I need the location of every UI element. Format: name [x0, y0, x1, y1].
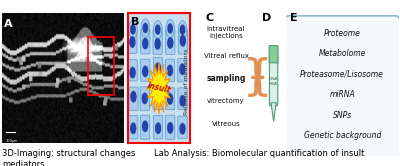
Circle shape: [156, 63, 160, 73]
Circle shape: [143, 66, 148, 77]
Circle shape: [155, 91, 160, 102]
FancyBboxPatch shape: [178, 30, 188, 54]
Circle shape: [131, 123, 136, 133]
Text: E: E: [290, 13, 298, 23]
Polygon shape: [271, 103, 276, 121]
Text: DNA
RNA: DNA RNA: [269, 77, 278, 86]
FancyBboxPatch shape: [153, 57, 163, 83]
Circle shape: [180, 96, 185, 106]
Text: 100µm: 100µm: [6, 139, 18, 143]
Circle shape: [180, 36, 185, 46]
Text: C: C: [206, 13, 214, 23]
Circle shape: [130, 37, 135, 47]
Text: sampling: sampling: [206, 74, 246, 83]
FancyBboxPatch shape: [165, 88, 175, 110]
FancyBboxPatch shape: [269, 46, 278, 63]
Text: vitrectomy: vitrectomy: [207, 98, 245, 104]
Circle shape: [143, 23, 148, 33]
Text: Lab Analysis: Biomolecular quantification of insult: Lab Analysis: Biomolecular quantificatio…: [154, 149, 364, 158]
FancyBboxPatch shape: [153, 29, 162, 54]
Circle shape: [168, 65, 172, 76]
FancyBboxPatch shape: [178, 116, 187, 138]
FancyBboxPatch shape: [128, 30, 137, 53]
Polygon shape: [146, 62, 172, 114]
Circle shape: [131, 91, 136, 102]
Circle shape: [155, 39, 160, 49]
Circle shape: [131, 25, 135, 34]
FancyBboxPatch shape: [166, 115, 175, 139]
Text: }: }: [243, 57, 269, 99]
Circle shape: [180, 64, 185, 74]
Text: Release of mediators: Release of mediators: [184, 48, 189, 115]
FancyBboxPatch shape: [178, 59, 187, 82]
Circle shape: [141, 19, 150, 37]
Circle shape: [129, 20, 137, 39]
FancyBboxPatch shape: [270, 57, 278, 106]
FancyBboxPatch shape: [128, 115, 138, 139]
FancyBboxPatch shape: [141, 59, 150, 81]
Text: D: D: [262, 13, 271, 23]
Text: insult: insult: [146, 82, 172, 95]
FancyBboxPatch shape: [129, 87, 138, 110]
Text: Genetic background: Genetic background: [304, 131, 381, 140]
Circle shape: [168, 24, 172, 33]
Circle shape: [168, 94, 172, 104]
Text: 3D-Imaging: structural changes
mediators: 3D-Imaging: structural changes mediators: [2, 149, 135, 166]
Circle shape: [180, 124, 185, 134]
Bar: [88, 37, 114, 95]
Text: miRNA: miRNA: [329, 90, 355, 99]
FancyBboxPatch shape: [284, 16, 400, 159]
Circle shape: [180, 25, 185, 34]
Text: Proteasome/Lisosome: Proteasome/Lisosome: [300, 70, 384, 79]
Text: B: B: [131, 17, 140, 27]
Text: {: {: [246, 57, 272, 99]
Circle shape: [143, 38, 148, 49]
FancyBboxPatch shape: [128, 60, 137, 81]
FancyBboxPatch shape: [141, 30, 150, 54]
Circle shape: [168, 123, 173, 133]
Circle shape: [154, 21, 162, 39]
Circle shape: [130, 67, 135, 78]
Circle shape: [142, 93, 147, 104]
FancyBboxPatch shape: [153, 88, 162, 110]
Circle shape: [156, 123, 160, 133]
Text: Metabolome: Metabolome: [318, 49, 366, 58]
Text: Vitreous: Vitreous: [212, 121, 240, 127]
Circle shape: [166, 19, 174, 38]
FancyBboxPatch shape: [140, 115, 150, 139]
Polygon shape: [272, 103, 276, 119]
Circle shape: [168, 38, 173, 48]
Circle shape: [178, 21, 187, 39]
FancyBboxPatch shape: [166, 29, 175, 54]
Text: Proteome: Proteome: [324, 29, 361, 38]
Text: A: A: [4, 19, 13, 29]
Circle shape: [143, 121, 148, 131]
Text: Vitreal reflux: Vitreal reflux: [204, 53, 248, 59]
FancyBboxPatch shape: [165, 59, 174, 81]
FancyBboxPatch shape: [140, 87, 150, 111]
FancyBboxPatch shape: [154, 116, 163, 139]
Circle shape: [156, 25, 160, 34]
Text: SNPs: SNPs: [332, 111, 352, 120]
FancyBboxPatch shape: [178, 88, 187, 110]
Text: Intravitreal
injections: Intravitreal injections: [207, 26, 245, 39]
